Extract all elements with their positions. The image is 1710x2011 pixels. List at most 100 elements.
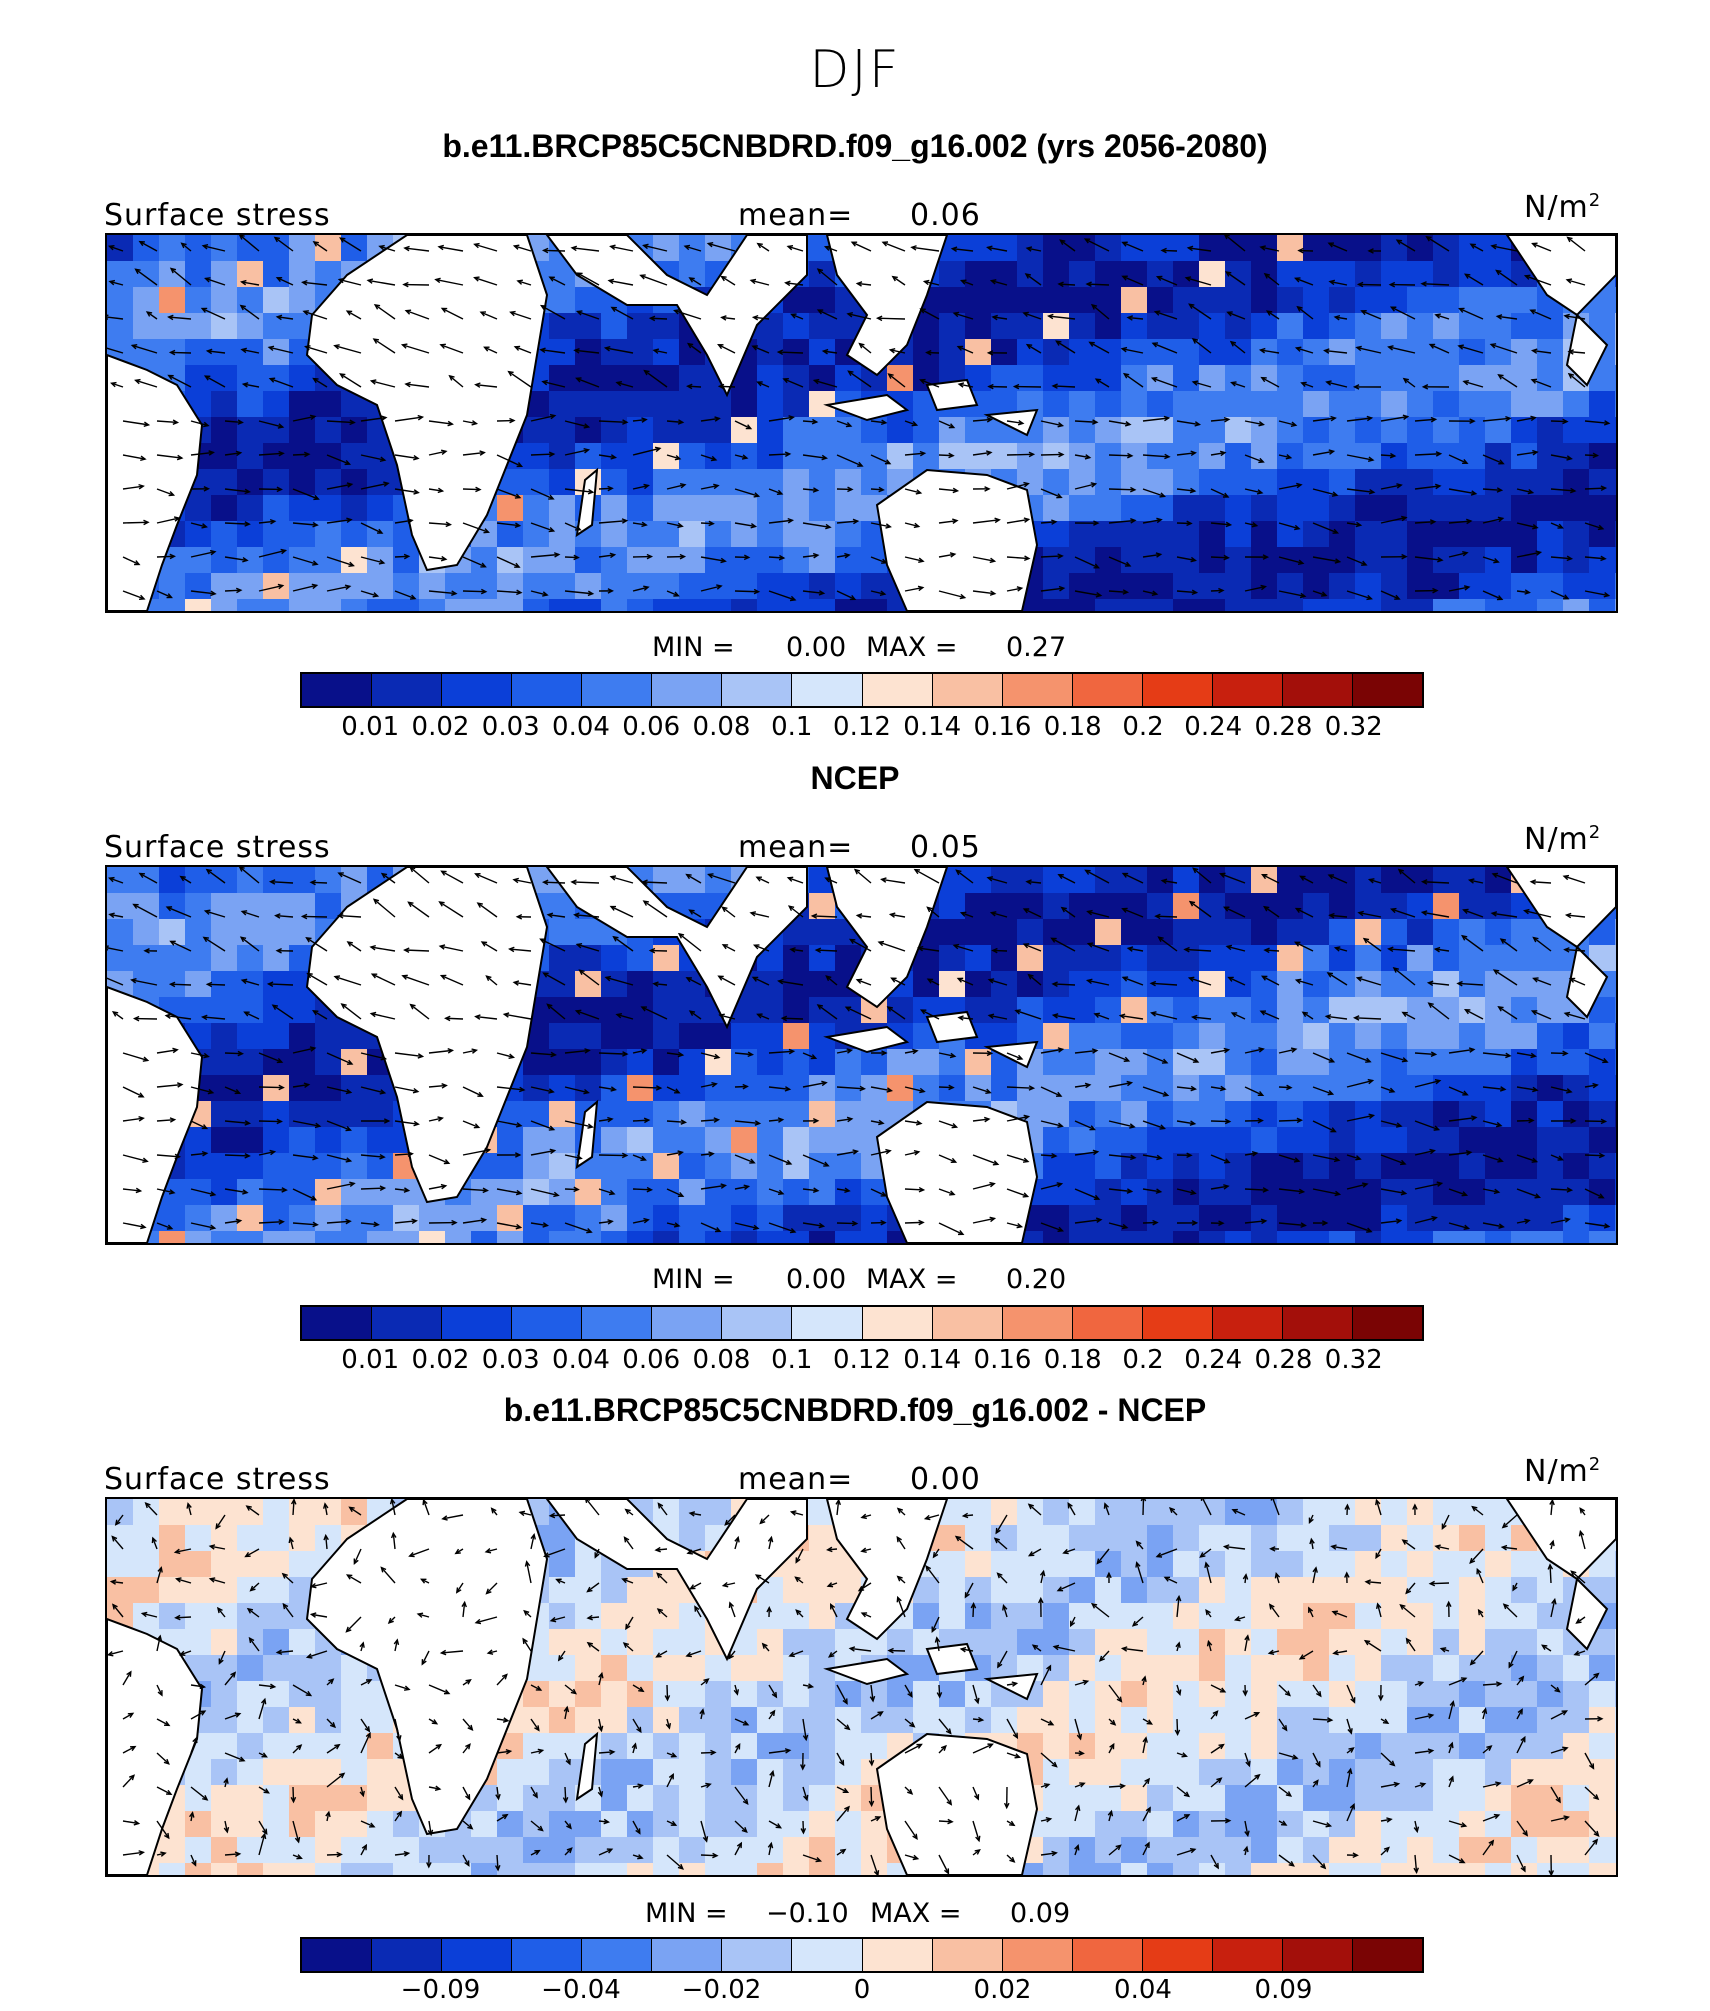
stress-arrow-head <box>1062 1548 1069 1555</box>
shading-cell <box>393 1231 420 1243</box>
stress-arrow-head <box>1505 415 1512 422</box>
shading-cell <box>835 1127 862 1154</box>
shading-cell <box>627 495 654 522</box>
stress-arrow <box>845 1006 872 1020</box>
shading-cell <box>393 1811 420 1838</box>
stress-arrow <box>666 484 686 490</box>
shading-cell <box>1017 893 1044 920</box>
shading-cell <box>1225 1023 1252 1050</box>
shading-cell <box>757 573 784 600</box>
shading-cell <box>1485 1023 1512 1050</box>
stress-arrow-head <box>1083 238 1091 244</box>
coastline <box>875 1732 1039 1875</box>
shading-cell <box>783 1655 810 1682</box>
stress-arrow-head <box>1321 591 1328 597</box>
stress-arrow-head <box>989 557 997 564</box>
shading-cell <box>1303 287 1330 314</box>
shading-cell <box>289 1205 316 1232</box>
stress-arrow-head <box>1402 414 1410 421</box>
stress-arrow-head <box>549 413 557 420</box>
stress-arrow-head <box>1522 908 1530 915</box>
shading-cell <box>1355 867 1382 894</box>
shading-cell <box>185 1127 212 1154</box>
colorbar-tick-label: 0.1 <box>771 1345 813 1375</box>
shading-cell <box>575 1837 602 1864</box>
colorbar-swatch <box>372 674 443 706</box>
shading-cell <box>1251 443 1278 470</box>
shading-cell <box>211 1075 238 1102</box>
stress-arrow-head <box>849 595 857 601</box>
stress-arrow-head <box>1458 307 1465 313</box>
coastline <box>305 235 549 572</box>
stress-arrow-head <box>143 519 150 526</box>
stress-arrow-head <box>1330 1544 1337 1550</box>
shading-cell <box>627 391 654 418</box>
stress-arrow-head <box>1402 377 1410 384</box>
stress-arrow <box>1040 1086 1062 1097</box>
stress-arrow <box>1482 417 1511 422</box>
shading-cell <box>1329 287 1356 314</box>
shading-cell <box>1329 1681 1356 1708</box>
stress-arrow-head <box>411 1218 418 1225</box>
stress-arrow <box>445 1017 464 1020</box>
shading-cell <box>263 1577 290 1604</box>
shading-cell <box>601 1127 628 1154</box>
stress-arrow-head <box>1057 1226 1065 1233</box>
coastline <box>1565 944 1609 1019</box>
stress-arrow-head <box>1434 1078 1442 1085</box>
stress-arrow-head <box>546 1003 553 1010</box>
shading-cell <box>315 1075 342 1102</box>
shading-cell <box>237 945 264 972</box>
stress-arrow-head <box>752 944 760 950</box>
stress-arrow-head <box>1186 520 1193 527</box>
stress-arrow-head <box>1085 978 1093 985</box>
shading-cell <box>1433 443 1460 470</box>
colorbar-tick-label: 0.01 <box>341 712 400 742</box>
stress-arrow-head <box>754 1120 762 1126</box>
shading-cell <box>159 867 186 894</box>
stress-arrow <box>687 385 702 388</box>
shading-cell <box>1121 1785 1148 1812</box>
stress-arrow <box>718 344 736 354</box>
stress-arrow <box>812 915 838 918</box>
shading-cell <box>679 469 706 496</box>
shading-cell <box>809 1759 836 1786</box>
stress-arrow-head <box>273 236 281 243</box>
shading-cell <box>965 945 992 972</box>
shading-cell <box>809 1681 836 1708</box>
shading-cell <box>991 997 1018 1024</box>
stress-arrow <box>856 979 872 986</box>
shading-cell <box>679 1785 706 1812</box>
shading-cell <box>705 1707 732 1734</box>
colorbar-tick-label: 0.14 <box>903 1345 962 1375</box>
shading-cell <box>549 1127 576 1154</box>
shading-cell <box>367 1863 394 1875</box>
stress-arrow-head <box>1405 1588 1412 1595</box>
stress-arrow-head <box>724 1519 731 1526</box>
stress-arrow <box>817 309 838 320</box>
stress-arrow-head <box>1397 868 1404 875</box>
stress-arrow <box>428 1084 447 1088</box>
stress-arrow <box>409 1548 430 1557</box>
stress-arrow <box>888 373 906 388</box>
stress-arrow-head <box>844 1006 852 1012</box>
stress-arrow-head <box>409 867 416 873</box>
shading-cell <box>1147 1049 1174 1076</box>
stress-arrow-head <box>679 553 687 560</box>
stress-arrow <box>700 1052 720 1059</box>
stress-arrow-head <box>1435 451 1443 457</box>
shading-cell <box>107 919 134 946</box>
stress-arrow <box>816 949 838 952</box>
stress-arrow-head <box>542 1222 550 1228</box>
stress-arrow-head <box>708 520 715 527</box>
stress-arrow <box>1261 377 1280 388</box>
shading-cell <box>627 1049 654 1076</box>
shading-cell <box>1381 1049 1408 1076</box>
stress-arrow-head <box>818 590 826 596</box>
shading-cell <box>1043 1205 1070 1232</box>
stress-arrow-head <box>200 1014 208 1021</box>
shading-cell <box>575 1049 602 1076</box>
colorbar-swatch <box>442 674 513 706</box>
stress-arrow <box>1244 1152 1257 1156</box>
stress-arrow <box>258 549 286 558</box>
